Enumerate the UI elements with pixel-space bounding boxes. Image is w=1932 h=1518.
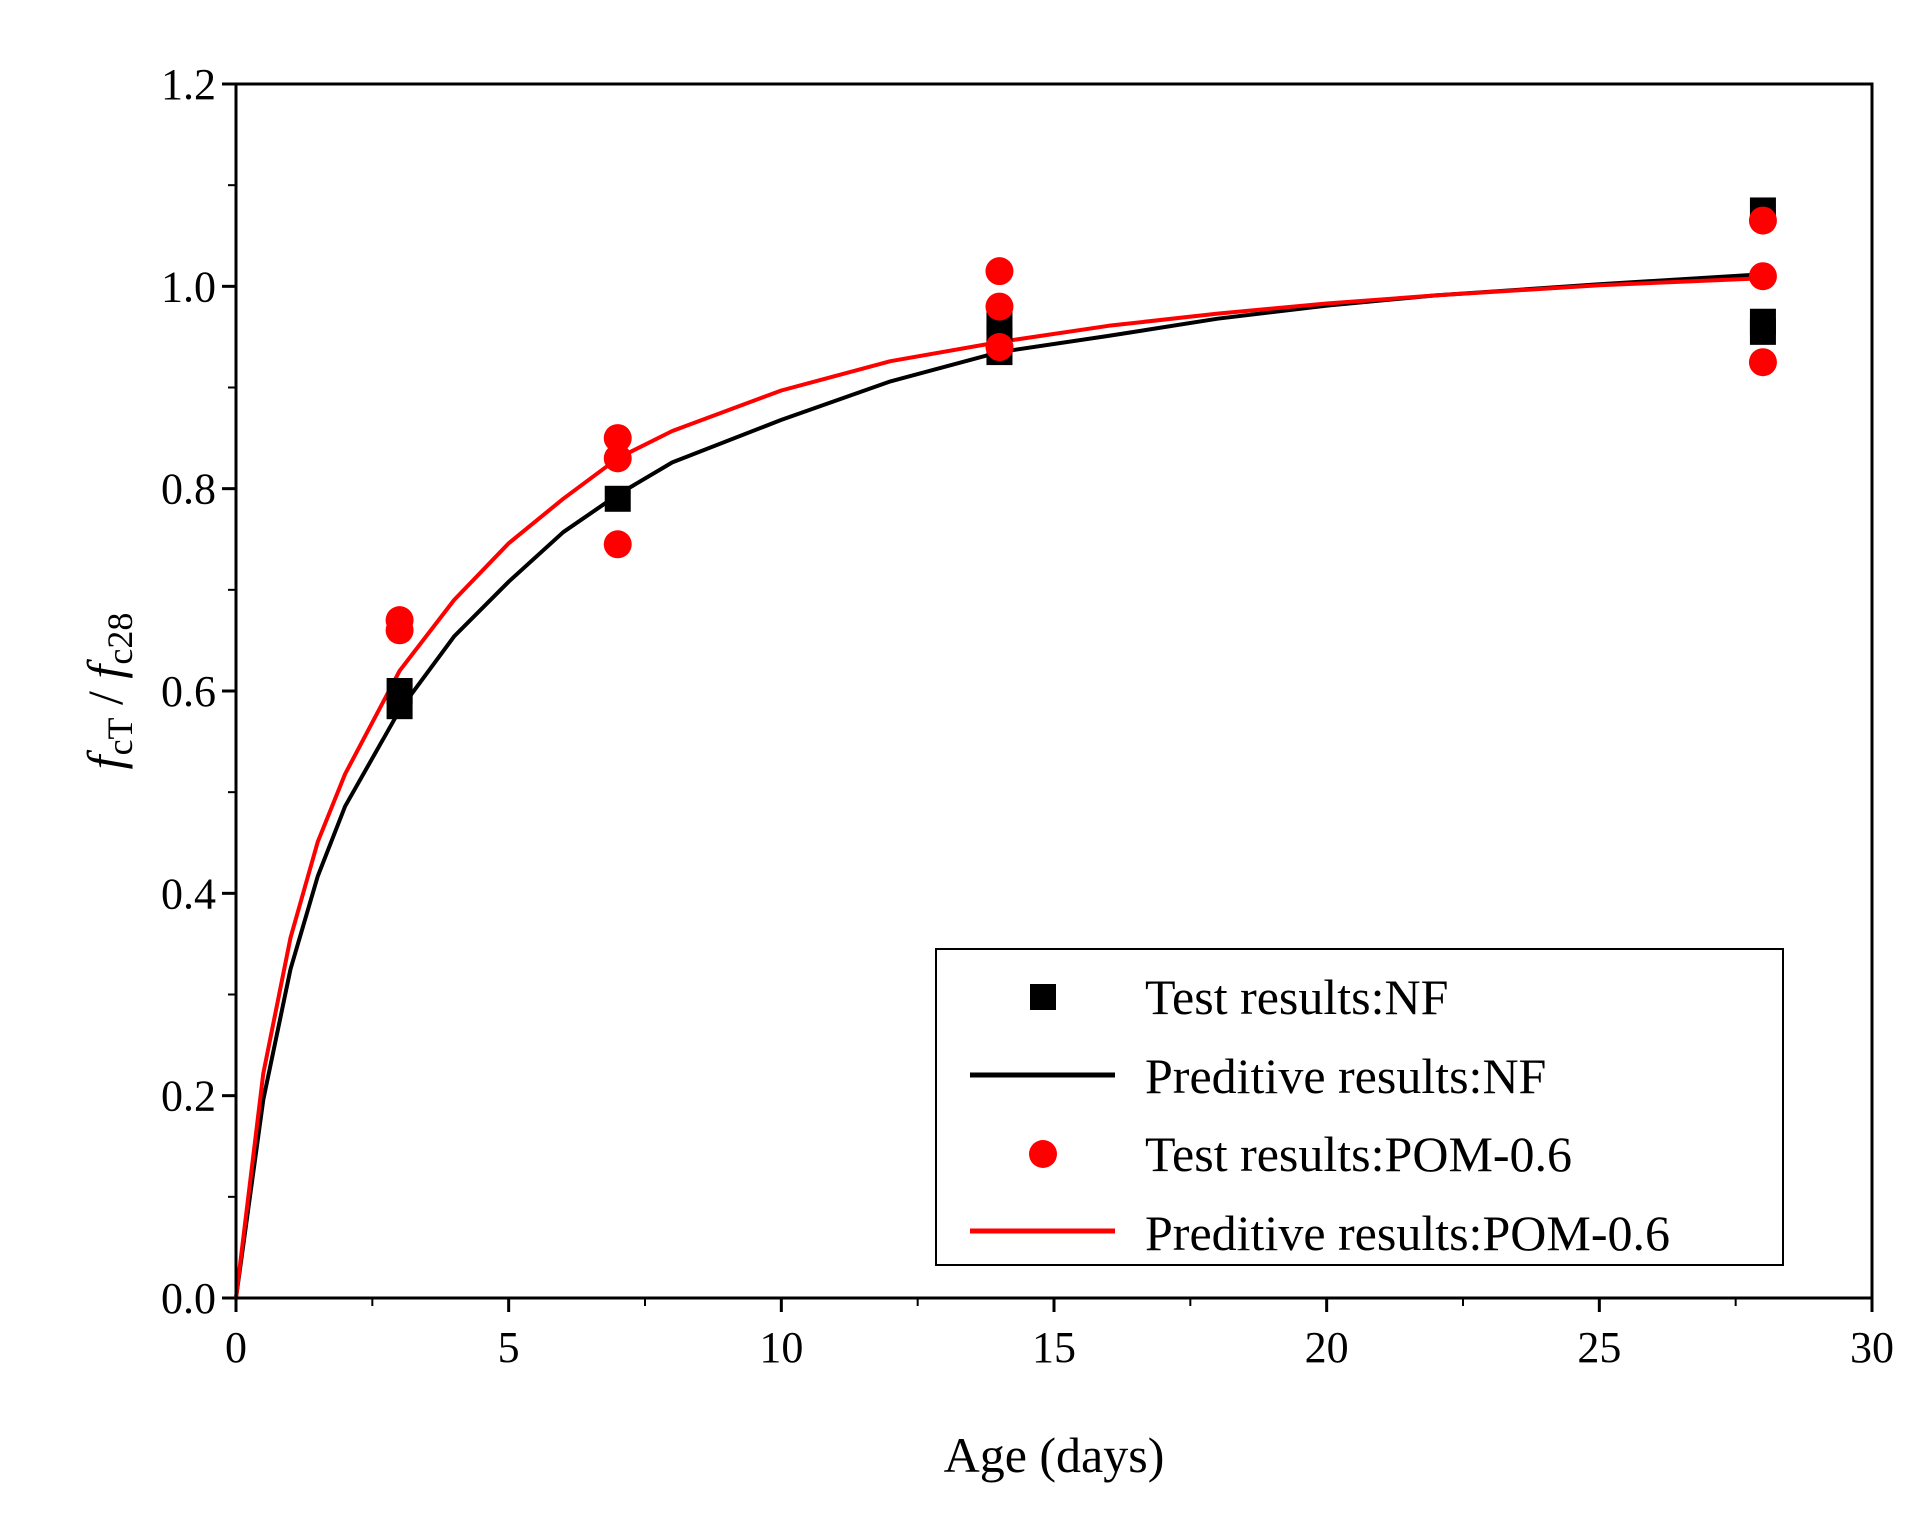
x-tick-labels: 0 5 10 15 20 25 30 bbox=[225, 1323, 1894, 1372]
y-axis-title: fcT / fc28 bbox=[77, 613, 140, 770]
x-tick-label: 30 bbox=[1850, 1323, 1894, 1372]
y-tick-labels: 0.0 0.2 0.4 0.6 0.8 1.0 1.2 bbox=[161, 60, 216, 1323]
x-tick-label: 20 bbox=[1305, 1323, 1349, 1372]
legend-label-test-pom: Test results:POM-0.6 bbox=[1145, 1126, 1572, 1182]
data-point-square bbox=[386, 693, 413, 720]
y-axis-title-den-sub: c28 bbox=[100, 613, 140, 665]
y-tick-label: 0.2 bbox=[161, 1072, 216, 1121]
data-point-circle bbox=[985, 257, 1014, 286]
data-point-square bbox=[1749, 318, 1776, 345]
x-tick-label: 15 bbox=[1032, 1323, 1076, 1372]
data-point-circle bbox=[1748, 348, 1777, 377]
y-tick-label: 0.4 bbox=[161, 869, 216, 918]
y-tick-label: 0.8 bbox=[161, 465, 216, 514]
x-tick-label: 25 bbox=[1577, 1323, 1621, 1372]
legend: Test results:NF Preditive results:NF Tes… bbox=[935, 948, 1784, 1266]
legend-label-test-nf: Test results:NF bbox=[1145, 969, 1448, 1025]
y-tick-label: 1.0 bbox=[161, 262, 216, 311]
data-point-circle bbox=[985, 292, 1014, 321]
legend-box bbox=[935, 948, 1784, 1266]
y-axis-title-sep: / bbox=[77, 679, 133, 718]
series-lines bbox=[234, 272, 1764, 1299]
data-point-circle bbox=[603, 530, 632, 559]
major-ticks bbox=[222, 82, 1874, 1312]
data-point-circle bbox=[603, 424, 632, 453]
data-point-circle bbox=[1748, 262, 1777, 291]
legend-circle-marker bbox=[1029, 1140, 1057, 1168]
legend-label-predictive-pom: Preditive results:POM-0.6 bbox=[1145, 1205, 1670, 1261]
y-tick-label: 1.2 bbox=[161, 60, 216, 109]
y-tick-label: 0.0 bbox=[161, 1274, 216, 1323]
x-tick-label: 5 bbox=[498, 1323, 520, 1372]
data-point-square bbox=[604, 485, 631, 512]
y-tick-label: 0.6 bbox=[161, 667, 216, 716]
y-axis-title-num-sub: cT bbox=[100, 717, 140, 755]
data-point-circle bbox=[385, 616, 414, 645]
legend-label-predictive-nf: Preditive results:NF bbox=[1145, 1048, 1546, 1104]
x-axis-title: Age (days) bbox=[944, 1427, 1165, 1483]
data-point-circle bbox=[603, 444, 632, 473]
plot-frame bbox=[234, 82, 1874, 1300]
data-point-circle bbox=[1748, 206, 1777, 235]
data-point-circle bbox=[985, 333, 1014, 362]
x-tick-label: 0 bbox=[225, 1323, 247, 1372]
series-markers bbox=[385, 197, 1777, 720]
legend-square-marker bbox=[1030, 984, 1056, 1010]
series-line-1 bbox=[234, 272, 1764, 1299]
x-tick-label: 10 bbox=[759, 1323, 803, 1372]
series-line-3 bbox=[234, 276, 1763, 1299]
